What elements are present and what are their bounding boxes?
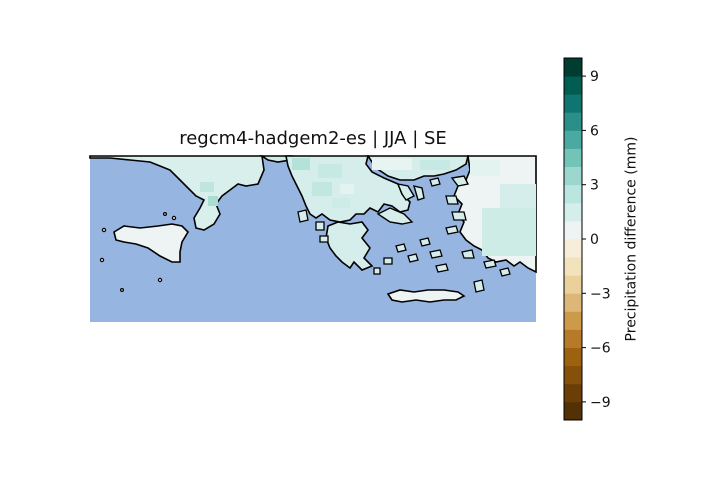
island: [101, 227, 107, 233]
italy-landmass: [89, 155, 265, 231]
colorbar-tick-label: 0: [590, 232, 599, 248]
colorbar-level: [564, 239, 582, 258]
aegean-island: [407, 253, 419, 263]
aegean-island: [483, 259, 497, 269]
ionian-island: [315, 221, 325, 231]
balkans-patch: [340, 184, 354, 194]
colorbar-level: [564, 94, 582, 113]
island: [157, 277, 163, 283]
thrace-patch: [420, 160, 450, 170]
colorbar-level: [564, 202, 582, 222]
colorbar-level: [564, 311, 582, 330]
colorbar-tick-label: 9: [590, 69, 599, 85]
chalkidiki-peninsula: [396, 183, 415, 201]
colorbar-level: [564, 329, 582, 348]
aegean-island: [461, 249, 475, 259]
anatolia-patch: [500, 184, 536, 208]
gallipoli-peninsula: [450, 175, 470, 187]
euboea-island: [376, 207, 414, 225]
colorbar-ticks: −9 −6 −3 0 3 6 9: [582, 69, 611, 411]
colorbar-level: [564, 166, 582, 186]
aegean-island: [429, 249, 443, 259]
colorbar-tick-label: 6: [590, 123, 599, 139]
colorbar-level: [564, 58, 582, 77]
italy-patch: [200, 182, 214, 192]
ionian-island: [319, 235, 329, 243]
colorbar-level: [564, 383, 582, 403]
island: [119, 288, 124, 293]
colorbar-level: [564, 184, 582, 204]
aegean-island: [395, 243, 407, 253]
colorbar-level: [564, 293, 582, 312]
aegean-island: [383, 257, 393, 265]
balkans-patch: [332, 198, 350, 208]
colorbar-level: [564, 347, 582, 367]
colorbar-level: [564, 112, 582, 131]
island: [163, 212, 168, 217]
aegean-island: [445, 225, 459, 235]
aegean-island: [429, 177, 441, 187]
island: [99, 257, 105, 263]
colorbar-level: [564, 220, 582, 240]
colorbar-level: [564, 257, 582, 276]
balkans-patch: [292, 158, 310, 170]
aegean-island: [445, 195, 459, 205]
colorbar-level: [564, 130, 582, 149]
ionian-island: [297, 209, 309, 223]
colorbar-frame: [563, 57, 583, 421]
island: [171, 215, 177, 221]
aegean-island: [451, 211, 467, 221]
chalkidiki-peninsula: [412, 185, 425, 201]
sicily-landmass: [113, 223, 190, 263]
colorbar-blocks: [564, 58, 582, 421]
balkans-patch: [312, 182, 332, 196]
colorbar-tick-label: −6: [590, 341, 611, 357]
colorbar-level: [564, 76, 582, 95]
thrace-patch: [372, 158, 412, 170]
colorbar-level: [564, 148, 582, 167]
colorbar-tick-label: 3: [590, 178, 599, 194]
peloponnese-landmass: [325, 221, 374, 271]
aegean-island: [499, 267, 511, 277]
aegean-island: [435, 263, 449, 273]
aegean-island: [373, 267, 381, 275]
colorbar-tick-label: −9: [590, 395, 611, 411]
map-title: regcm4-hadgem2-es | JJA | SE: [179, 128, 447, 149]
anatolia-patch: [482, 208, 536, 256]
colorbar-level: [564, 275, 582, 294]
crete-island: [386, 289, 466, 303]
colorbar-tick-label: −3: [590, 286, 611, 302]
italy-patch: [208, 196, 218, 206]
anatolia-patch: [470, 160, 500, 176]
colorbar-level: [564, 365, 582, 385]
aegean-island: [419, 237, 431, 247]
balkans-patch: [318, 164, 342, 178]
colorbar-level: [564, 401, 582, 421]
aegean-island: [473, 279, 485, 293]
colorbar-label: Precipitation difference (mm): [622, 136, 639, 342]
